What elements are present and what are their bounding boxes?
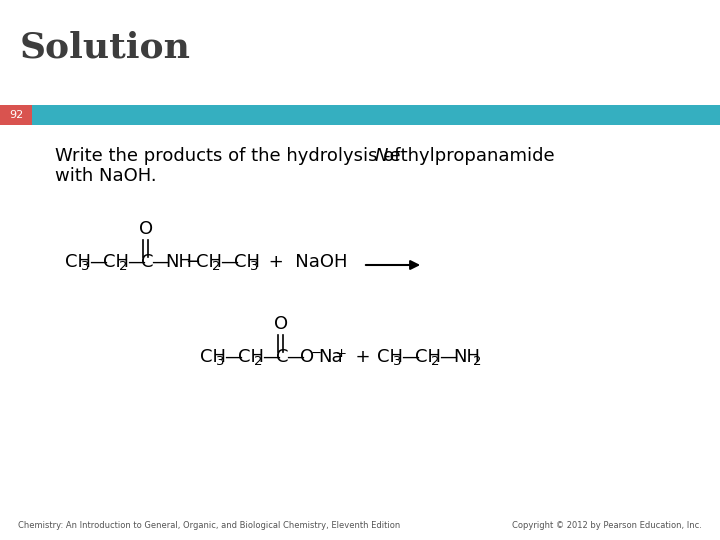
Text: −: − [311,347,322,360]
Text: 92: 92 [9,110,23,120]
Text: −: − [185,253,200,271]
Text: O: O [300,348,314,366]
Text: —: — [220,253,238,271]
Bar [0,105,720,125]
Text: 3: 3 [81,260,89,273]
Text: 3: 3 [216,355,225,368]
Text: O: O [274,315,288,333]
Bar [0,105,32,125]
Text: O: O [139,220,153,238]
Text: NH: NH [165,253,192,271]
Text: —: — [401,348,419,366]
Text: —: — [439,348,457,366]
Text: +  NaOH: + NaOH [263,253,348,271]
Text: +: + [336,347,347,360]
Text: C: C [276,348,289,366]
Text: 2: 2 [212,260,220,273]
Text: +: + [344,348,382,366]
Text: CH: CH [65,253,91,271]
Text: Copyright © 2012 by Pearson Education, Inc.: Copyright © 2012 by Pearson Education, I… [512,521,702,530]
Text: CH: CH [377,348,403,366]
Text: —: — [286,348,304,366]
Text: CH: CH [234,253,260,271]
Text: Solution: Solution [20,30,191,64]
Text: 2: 2 [431,355,439,368]
Text: Write the products of the hydrolysis of: Write the products of the hydrolysis of [55,147,406,165]
Text: CH: CH [238,348,264,366]
Text: N: N [375,147,389,165]
Text: 2: 2 [119,260,127,273]
Text: CH: CH [415,348,441,366]
Text: CH: CH [196,253,222,271]
Text: with NaOH.: with NaOH. [55,167,157,185]
Text: Na: Na [318,348,343,366]
Text: CH: CH [200,348,226,366]
Text: Chemistry: An Introduction to General, Organic, and Biological Chemistry, Eleven: Chemistry: An Introduction to General, O… [18,521,400,530]
Text: 3: 3 [250,260,258,273]
Text: —: — [151,253,169,271]
Text: —: — [224,348,242,366]
Text: 2: 2 [254,355,263,368]
Text: —: — [262,348,280,366]
Text: CH: CH [103,253,129,271]
Text: 3: 3 [393,355,402,368]
Text: NH: NH [453,348,480,366]
Text: -ethylpropanamide: -ethylpropanamide [383,147,554,165]
Text: C: C [141,253,153,271]
Text: 2: 2 [473,355,482,368]
Text: —: — [89,253,107,271]
Text: —: — [127,253,145,271]
